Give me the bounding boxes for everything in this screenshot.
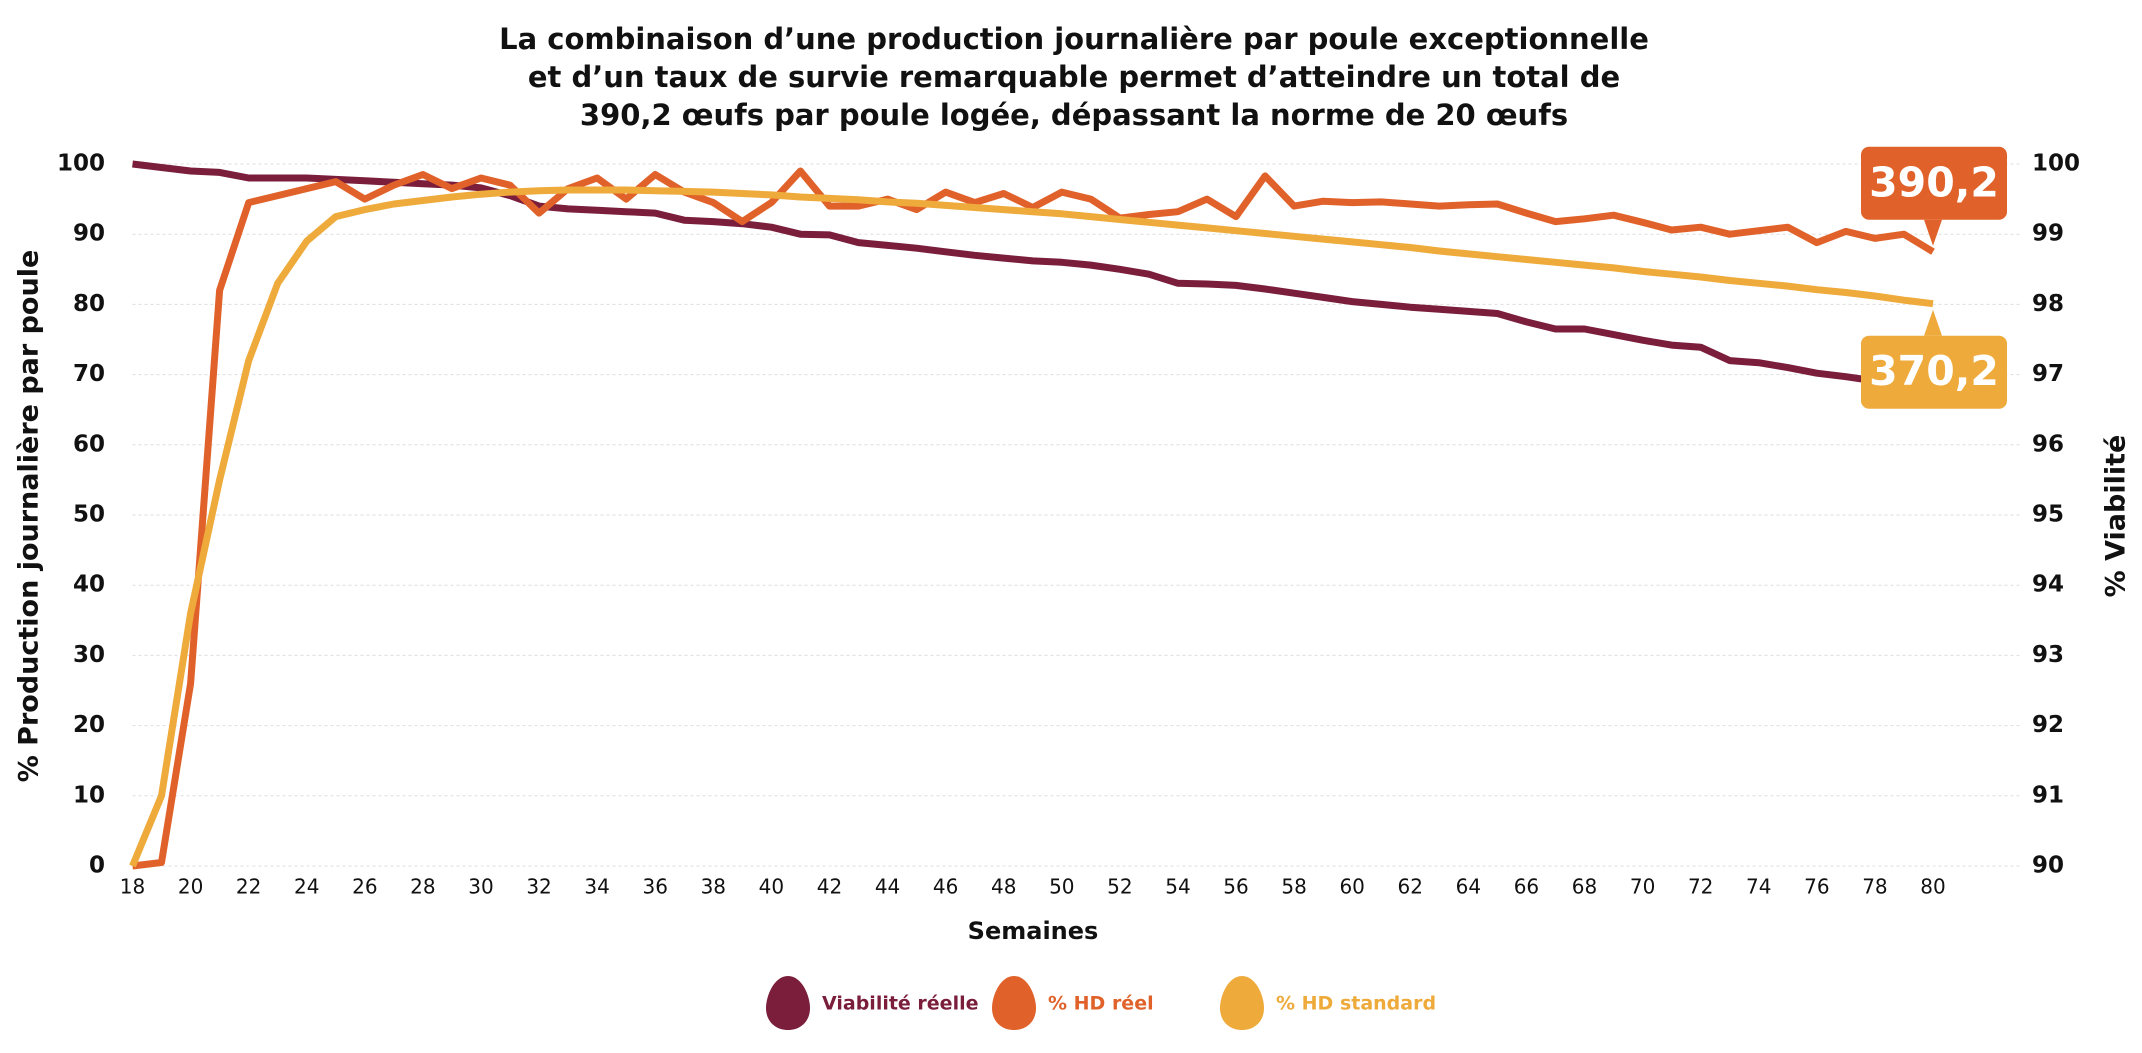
y2-tick-label: 93	[2032, 642, 2064, 668]
y2-tick-label: 99	[2032, 221, 2064, 247]
callout-box	[1861, 335, 2007, 409]
x-tick-label: 68	[1572, 875, 1597, 899]
y2-tick-label: 92	[2032, 712, 2064, 738]
x-tick-label: 64	[1456, 875, 1481, 899]
y2-tick-label: 95	[2032, 502, 2064, 528]
y-tick-label: 10	[73, 782, 105, 808]
callout-pointer	[1924, 219, 1942, 246]
y2-tick-label: 90	[2032, 853, 2064, 879]
y-tick-label: 60	[73, 431, 105, 457]
y-tick-label: 70	[73, 361, 105, 387]
legend-label: % HD réel	[1048, 993, 1154, 1015]
x-tick-label: 30	[468, 875, 493, 899]
y-tick-label: 50	[73, 502, 105, 528]
line-series	[132, 160, 1876, 385]
x-tick-label: 34	[584, 875, 609, 899]
x-tick-label: 52	[1107, 875, 1132, 899]
x-tick-label: 62	[1398, 875, 1423, 899]
y2-tick-label: 100	[2032, 151, 2080, 177]
x-tick-label: 44	[875, 875, 900, 899]
line-series	[129, 186, 1934, 868]
x-tick-label: 18	[120, 875, 145, 899]
callout-pointer	[1924, 309, 1942, 336]
x-tick-label: 46	[933, 875, 958, 899]
y2-tick-label: 91	[2032, 782, 2064, 808]
callout-label: 390,2	[1869, 158, 1999, 206]
y-tick-label: 0	[89, 853, 105, 879]
y-tick-label: 20	[73, 712, 105, 738]
callout-box	[1861, 146, 2007, 220]
line-series	[132, 167, 1935, 870]
x-tick-label: 22	[236, 875, 261, 899]
chart-title: La combinaison d’une production journali…	[499, 22, 1649, 56]
x-tick-label: 38	[701, 875, 726, 899]
x-tick-label: 20	[178, 875, 203, 899]
x-tick-label: 32	[526, 875, 551, 899]
legend-marker	[1220, 976, 1264, 1030]
y-tick-label: 90	[73, 221, 105, 247]
chart-title: 390,2 œufs par poule logée, dépassant la…	[580, 98, 1568, 132]
x-axis-label: Semaines	[968, 917, 1099, 945]
legend-label: Viabilité réelle	[822, 993, 978, 1015]
x-tick-label: 78	[1862, 875, 1887, 899]
x-tick-label: 72	[1688, 875, 1713, 899]
x-tick-label: 36	[642, 875, 667, 899]
callout-label: 370,2	[1869, 347, 1999, 395]
y-tick-label: 30	[73, 642, 105, 668]
y2-tick-label: 96	[2032, 431, 2064, 457]
x-tick-label: 60	[1339, 875, 1364, 899]
legend-label: % HD standard	[1276, 993, 1436, 1015]
x-tick-label: 54	[1165, 875, 1190, 899]
y-tick-label: 100	[57, 151, 105, 177]
y-axis-label: % Production journalière par poule	[14, 250, 45, 783]
x-tick-label: 28	[410, 875, 435, 899]
x-tick-label: 48	[991, 875, 1016, 899]
y2-axis-label: % Viabilité	[2101, 435, 2132, 598]
legend-marker	[766, 976, 810, 1030]
x-tick-label: 26	[352, 875, 377, 899]
x-tick-label: 66	[1514, 875, 1539, 899]
x-tick-label: 50	[1049, 875, 1074, 899]
x-tick-label: 74	[1746, 875, 1771, 899]
x-tick-label: 42	[817, 875, 842, 899]
x-tick-label: 70	[1630, 875, 1655, 899]
y2-tick-label: 97	[2032, 361, 2064, 387]
legend-marker	[992, 976, 1036, 1030]
y-tick-label: 80	[73, 291, 105, 317]
chart-title: et d’un taux de survie remarquable perme…	[528, 60, 1620, 94]
x-tick-label: 76	[1804, 875, 1829, 899]
x-tick-label: 40	[759, 875, 784, 899]
y2-tick-label: 98	[2032, 291, 2064, 317]
x-tick-label: 80	[1920, 875, 1945, 899]
x-tick-label: 56	[1223, 875, 1248, 899]
x-tick-label: 24	[294, 875, 319, 899]
y-tick-label: 40	[73, 572, 105, 598]
x-tick-label: 58	[1281, 875, 1306, 899]
y2-tick-label: 94	[2032, 572, 2064, 598]
